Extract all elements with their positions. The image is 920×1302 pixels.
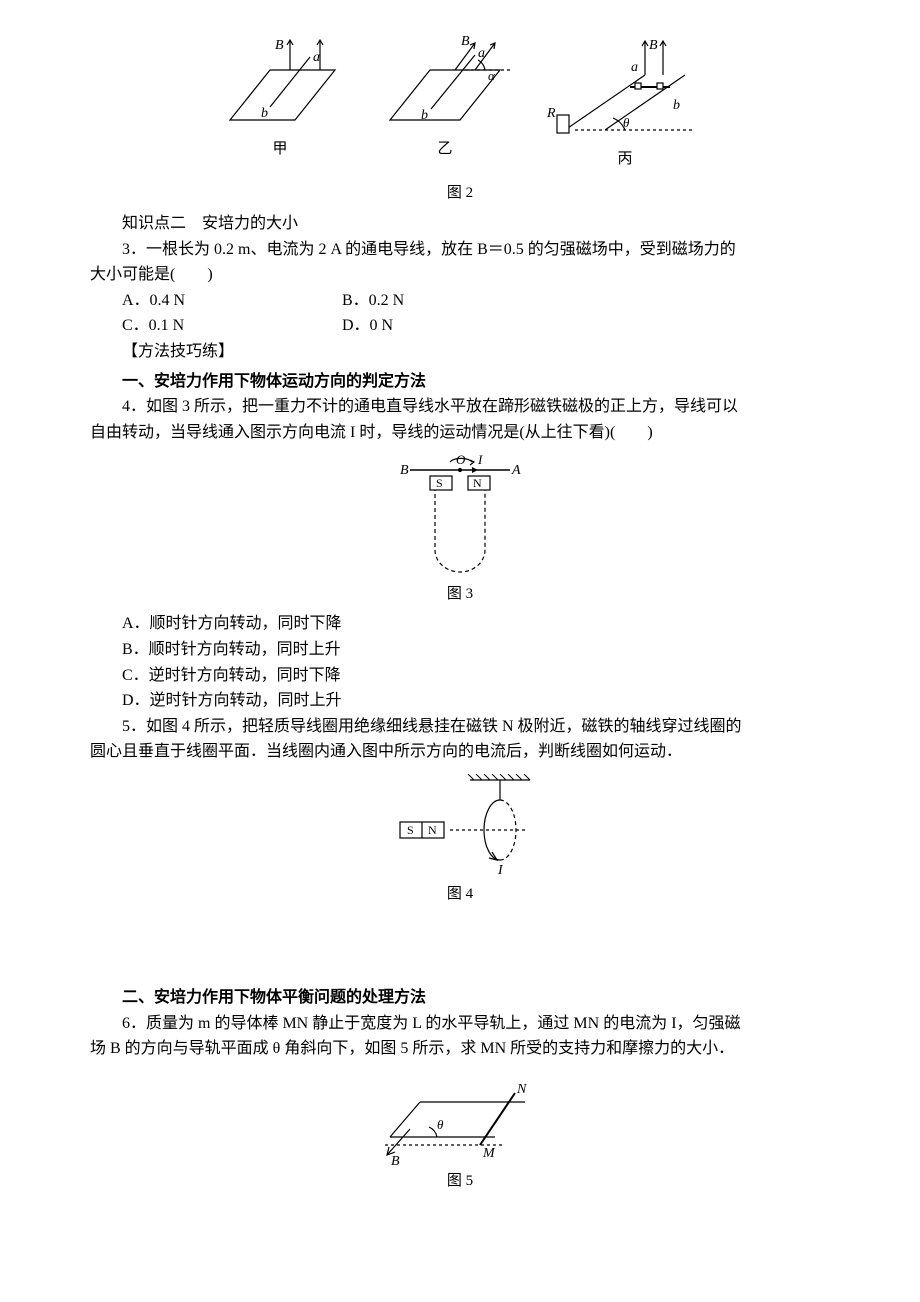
fig2-yi-alpha: α <box>488 68 496 83</box>
q4-opt-D: D．逆时针方向转动，同时上升 <box>90 688 830 714</box>
q4-line2: 自由转动，当导线通入图示方向电流 I 时，导线的运动情况是(从上往下看)( ) <box>90 420 830 446</box>
fig3-O: O <box>456 452 466 467</box>
figure-4: S N I 图 4 <box>90 770 830 906</box>
spacer <box>90 911 830 981</box>
q4-opt-B: B．顺时针方向转动，同时上升 <box>90 637 830 663</box>
fig2-panel-jia: B a b 甲 <box>215 35 345 171</box>
q4-opt-C: C．逆时针方向转动，同时下降 <box>90 663 830 689</box>
fig2-yi-B: B <box>461 35 470 49</box>
fig2-jia-a: a <box>313 50 320 65</box>
fig2-panel-yi: B a b α 乙 <box>375 35 515 171</box>
method2-heading: 二、安培力作用下物体平衡问题的处理方法 <box>90 985 830 1011</box>
q3-line1: 3．一根长为 0.2 m、电流为 2 A 的通电导线，放在 B＝0.5 的匀强磁… <box>90 237 830 263</box>
fig3-S: S <box>436 476 443 490</box>
figure-5: N M B θ 图 5 <box>90 1067 830 1193</box>
fig3-I: I <box>477 452 483 467</box>
fig3-A: A <box>511 463 521 478</box>
q3-options-row2: C．0.1 N D．0 N <box>90 313 830 339</box>
fig2-panel-bing: B a b R θ 丙 <box>545 35 705 171</box>
figure-2-row: B a b 甲 B a b α <box>90 30 830 176</box>
fig2-bing-sub: 丙 <box>617 147 632 171</box>
q6-line1: 6．质量为 m 的导体棒 MN 静止于宽度为 L 的水平导轨上，通过 MN 的电… <box>90 1011 830 1037</box>
q3-options-row1: A．0.4 N B．0.2 N <box>90 288 830 314</box>
fig2-bing-R: R <box>546 106 556 121</box>
fig5-N: N <box>516 1082 527 1097</box>
fig2-jia-sub: 甲 <box>272 137 287 161</box>
fig3-B: B <box>400 463 409 478</box>
fig2-bing-theta: θ <box>623 115 630 130</box>
fig2-jia-svg: B a b <box>215 35 345 135</box>
q4-opt-A: A．顺时针方向转动，同时下降 <box>90 611 830 637</box>
q6-line2: 场 B 的方向与导轨平面成 θ 角斜向下，如图 5 所示，求 MN 所受的支持力… <box>90 1036 830 1062</box>
q5-line2: 圆心且垂直于线圈平面．当线圈内通入图中所示方向的电流后，判断线圈如何运动． <box>90 739 830 765</box>
fig4-I: I <box>497 863 504 878</box>
fig4-N: N <box>428 823 437 837</box>
q4-line1: 4．如图 3 所示，把一重力不计的通电直导线水平放在蹄形磁铁磁极的正上方，导线可… <box>90 394 830 420</box>
fig2-yi-a: a <box>478 46 485 61</box>
method-heading: 【方法技巧练】 <box>90 339 830 365</box>
fig4-caption: 图 4 <box>447 882 473 906</box>
fig2-bing-a: a <box>631 60 638 75</box>
fig4-svg: S N I <box>360 770 560 880</box>
q3-opt-D: D．0 N <box>342 313 562 339</box>
fig2-yi-sub: 乙 <box>437 137 452 161</box>
fig2-yi-b: b <box>421 108 428 123</box>
fig2-bing-B: B <box>649 38 658 53</box>
q5-line1: 5．如图 4 所示，把轻质导线圈用绝缘细线悬挂在磁铁 N 极附近，磁铁的轴线穿过… <box>90 714 830 740</box>
fig2-bing-svg: B a b R θ <box>545 35 705 145</box>
fig3-N: N <box>473 476 482 490</box>
fig2-yi-svg: B a b α <box>375 35 515 135</box>
method1-heading: 一、安培力作用下物体运动方向的判定方法 <box>90 369 830 395</box>
fig2-bing-b: b <box>673 98 680 113</box>
fig5-B: B <box>391 1154 400 1167</box>
fig4-S: S <box>407 823 414 837</box>
fig5-theta: θ <box>437 1117 444 1132</box>
q3-opt-A: A．0.4 N <box>122 288 342 314</box>
fig2-jia-b: b <box>261 106 268 121</box>
fig3-svg: B A O I S N <box>380 450 540 580</box>
fig5-M: M <box>482 1146 496 1161</box>
fig3-caption: 图 3 <box>447 582 473 606</box>
fig2-jia-B: B <box>275 38 284 53</box>
fig5-caption: 图 5 <box>447 1169 473 1193</box>
fig5-svg: N M B θ <box>365 1067 555 1167</box>
section-k2-heading: 知识点二 安培力的大小 <box>90 211 830 237</box>
q3-line2: 大小可能是( ) <box>90 262 830 288</box>
figure-3: B A O I S N 图 3 <box>90 450 830 606</box>
fig2-caption: 图 2 <box>90 181 830 205</box>
q3-opt-C: C．0.1 N <box>122 313 342 339</box>
q3-opt-B: B．0.2 N <box>342 288 562 314</box>
